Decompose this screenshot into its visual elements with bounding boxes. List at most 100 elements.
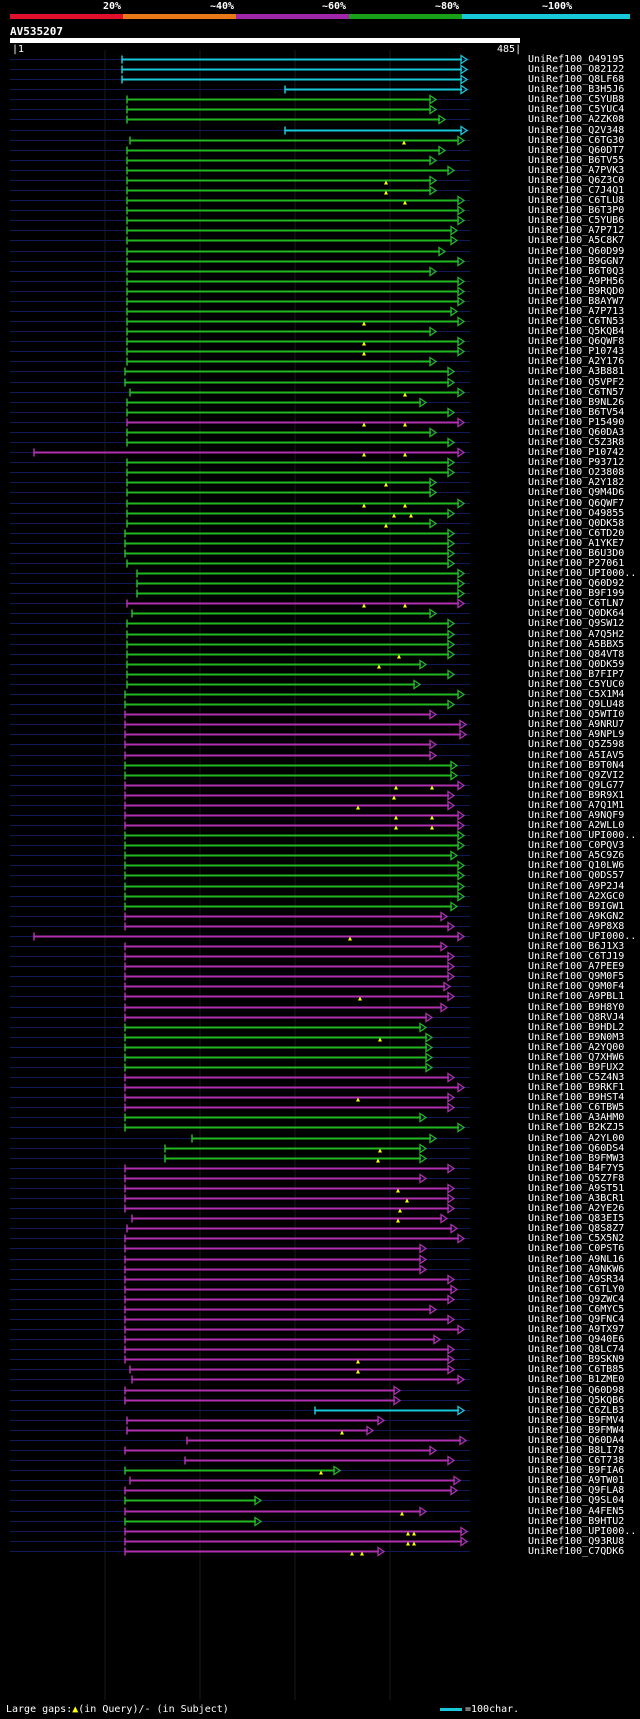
hit-label[interactable]: UniRef100_Q9ZVI2 — [528, 770, 625, 781]
hit-label[interactable]: UniRef100_Q9M4D6 — [528, 487, 625, 498]
hit-row[interactable] — [10, 1304, 470, 1315]
hit-label[interactable]: UniRef100_C5X1M4 — [528, 689, 625, 700]
hit-row[interactable] — [10, 1092, 470, 1103]
hit-label[interactable]: UniRef100_A7Q5H2 — [528, 629, 625, 640]
hit-row[interactable] — [10, 750, 470, 761]
hit-row[interactable] — [10, 659, 470, 670]
hit-row[interactable] — [10, 1284, 470, 1295]
hit-label[interactable]: UniRef100_A9NRU7 — [528, 719, 625, 730]
hit-label[interactable]: UniRef100_Q9LU48 — [528, 699, 625, 710]
hit-row[interactable] — [10, 1526, 470, 1537]
hit-row[interactable] — [10, 608, 470, 619]
hit-label[interactable]: UniRef100_B9HTU2 — [528, 1516, 625, 1527]
hit-label[interactable]: UniRef100_A3BCR1 — [528, 1193, 625, 1204]
hit-row[interactable] — [10, 316, 470, 327]
hit-row[interactable] — [10, 1425, 470, 1436]
hit-row[interactable] — [10, 387, 470, 398]
hit-row[interactable] — [10, 1032, 470, 1043]
hit-row[interactable] — [10, 1133, 470, 1144]
hit-row[interactable] — [10, 1112, 470, 1123]
hit-label[interactable]: UniRef100_Q8RVJ4 — [528, 1012, 625, 1023]
hit-row[interactable] — [10, 760, 470, 771]
hit-label[interactable]: UniRef100_A2Y182 — [528, 477, 625, 488]
hit-row[interactable] — [10, 225, 470, 236]
hit-label[interactable]: UniRef100_C6TLN7 — [528, 598, 625, 609]
hit-row[interactable] — [10, 800, 470, 811]
hit-row[interactable] — [10, 346, 470, 357]
hit-label[interactable]: UniRef100_Q940E6 — [528, 1334, 625, 1345]
hit-row[interactable] — [10, 336, 470, 347]
hit-row[interactable] — [10, 155, 470, 166]
hit-label[interactable]: UniRef100_B6T3P0 — [528, 205, 625, 216]
hit-label[interactable]: UniRef100_Q9M0F5 — [528, 971, 625, 982]
hit-label[interactable]: UniRef100_C5YUB6 — [528, 215, 625, 226]
hit-label[interactable]: UniRef100_C5YUC4 — [528, 104, 625, 115]
hit-row[interactable] — [10, 1405, 470, 1416]
hit-label[interactable]: UniRef100_A9ST51 — [528, 1183, 625, 1194]
hit-row[interactable] — [10, 729, 470, 740]
hit-label[interactable]: UniRef100_C6TG30 — [528, 135, 625, 146]
hit-label[interactable]: UniRef100_B7FIP7 — [528, 669, 625, 680]
hit-label[interactable]: UniRef100_B6T0Q3 — [528, 266, 625, 277]
hit-label[interactable]: UniRef100_B9FMW4 — [528, 1425, 625, 1436]
hit-label[interactable]: UniRef100_Q2V348 — [528, 125, 625, 136]
hit-row[interactable] — [10, 820, 470, 831]
hit-label[interactable]: UniRef100_C5YUC0 — [528, 679, 625, 690]
hit-label[interactable]: UniRef100_C6T738 — [528, 1455, 625, 1466]
hit-label[interactable]: UniRef100_Q6Z3C0 — [528, 175, 625, 186]
hit-label[interactable]: UniRef100_B9T0N4 — [528, 760, 625, 771]
hit-label[interactable]: UniRef100_B9HDL2 — [528, 1022, 625, 1033]
hit-label[interactable]: UniRef100_C6TD20 — [528, 528, 625, 539]
hit-label[interactable]: UniRef100_C6TN57 — [528, 387, 625, 398]
hit-label[interactable]: UniRef100_B9FMW3 — [528, 1153, 625, 1164]
hit-row[interactable] — [10, 911, 470, 922]
hit-row[interactable] — [10, 1455, 470, 1466]
hit-row[interactable] — [10, 881, 470, 892]
hit-row[interactable] — [10, 951, 470, 962]
hit-row[interactable] — [10, 669, 470, 680]
hit-row[interactable] — [10, 870, 470, 881]
hit-label[interactable]: UniRef100_Q6QWF8 — [528, 336, 625, 347]
hit-row[interactable] — [10, 991, 470, 1002]
hit-row[interactable] — [10, 326, 470, 337]
hit-row[interactable] — [10, 94, 470, 105]
hit-label[interactable]: UniRef100_O49855 — [528, 508, 625, 519]
hit-label[interactable]: UniRef100_B9FUX2 — [528, 1062, 625, 1073]
hit-label[interactable]: UniRef100_B9SKN9 — [528, 1354, 625, 1365]
hit-row[interactable] — [10, 256, 470, 267]
hit-label[interactable]: UniRef100_B9F199 — [528, 588, 625, 599]
hit-label[interactable]: UniRef100_Q0DK59 — [528, 659, 625, 670]
hit-label[interactable]: UniRef100_C5Z3R8 — [528, 437, 625, 448]
hit-row[interactable] — [10, 377, 470, 388]
hit-row[interactable] — [10, 1213, 470, 1224]
hit-row[interactable] — [10, 417, 470, 428]
hit-label[interactable]: UniRef100_Q9FNC4 — [528, 1314, 625, 1325]
hit-label[interactable]: UniRef100_C6TBW5 — [528, 1102, 625, 1113]
hit-row[interactable] — [10, 74, 470, 85]
hit-label[interactable]: UniRef100_C6TLU8 — [528, 195, 625, 206]
hit-row[interactable] — [10, 1163, 470, 1174]
hit-row[interactable] — [10, 104, 470, 115]
hit-row[interactable] — [10, 1354, 470, 1365]
hit-label[interactable]: UniRef100_Q60DA3 — [528, 427, 625, 438]
hit-label[interactable]: UniRef100_C6TLY0 — [528, 1284, 625, 1295]
hit-row[interactable] — [10, 165, 470, 176]
hit-row[interactable] — [10, 850, 470, 861]
hit-label[interactable]: UniRef100_UPI000.. — [528, 1526, 637, 1537]
hit-label[interactable]: UniRef100_B9RQD0 — [528, 286, 625, 297]
hit-label[interactable]: UniRef100_A4FEN5 — [528, 1506, 625, 1517]
hit-row[interactable] — [10, 135, 470, 146]
hit-row[interactable] — [10, 558, 470, 569]
hit-row[interactable] — [10, 891, 470, 902]
hit-label[interactable]: UniRef100_Q9SL04 — [528, 1495, 625, 1506]
hit-row[interactable] — [10, 1042, 470, 1053]
hit-row[interactable] — [10, 366, 470, 377]
hit-label[interactable]: UniRef100_B8LI78 — [528, 1445, 625, 1456]
hit-label[interactable]: UniRef100_A7P712 — [528, 225, 625, 236]
hit-label[interactable]: UniRef100_B4F7Y5 — [528, 1163, 625, 1174]
hit-row[interactable] — [10, 931, 470, 942]
hit-row[interactable] — [10, 528, 470, 539]
hit-row[interactable] — [10, 1062, 470, 1073]
hit-label[interactable]: UniRef100_Q93RU8 — [528, 1536, 625, 1547]
hit-row[interactable] — [10, 1274, 470, 1285]
